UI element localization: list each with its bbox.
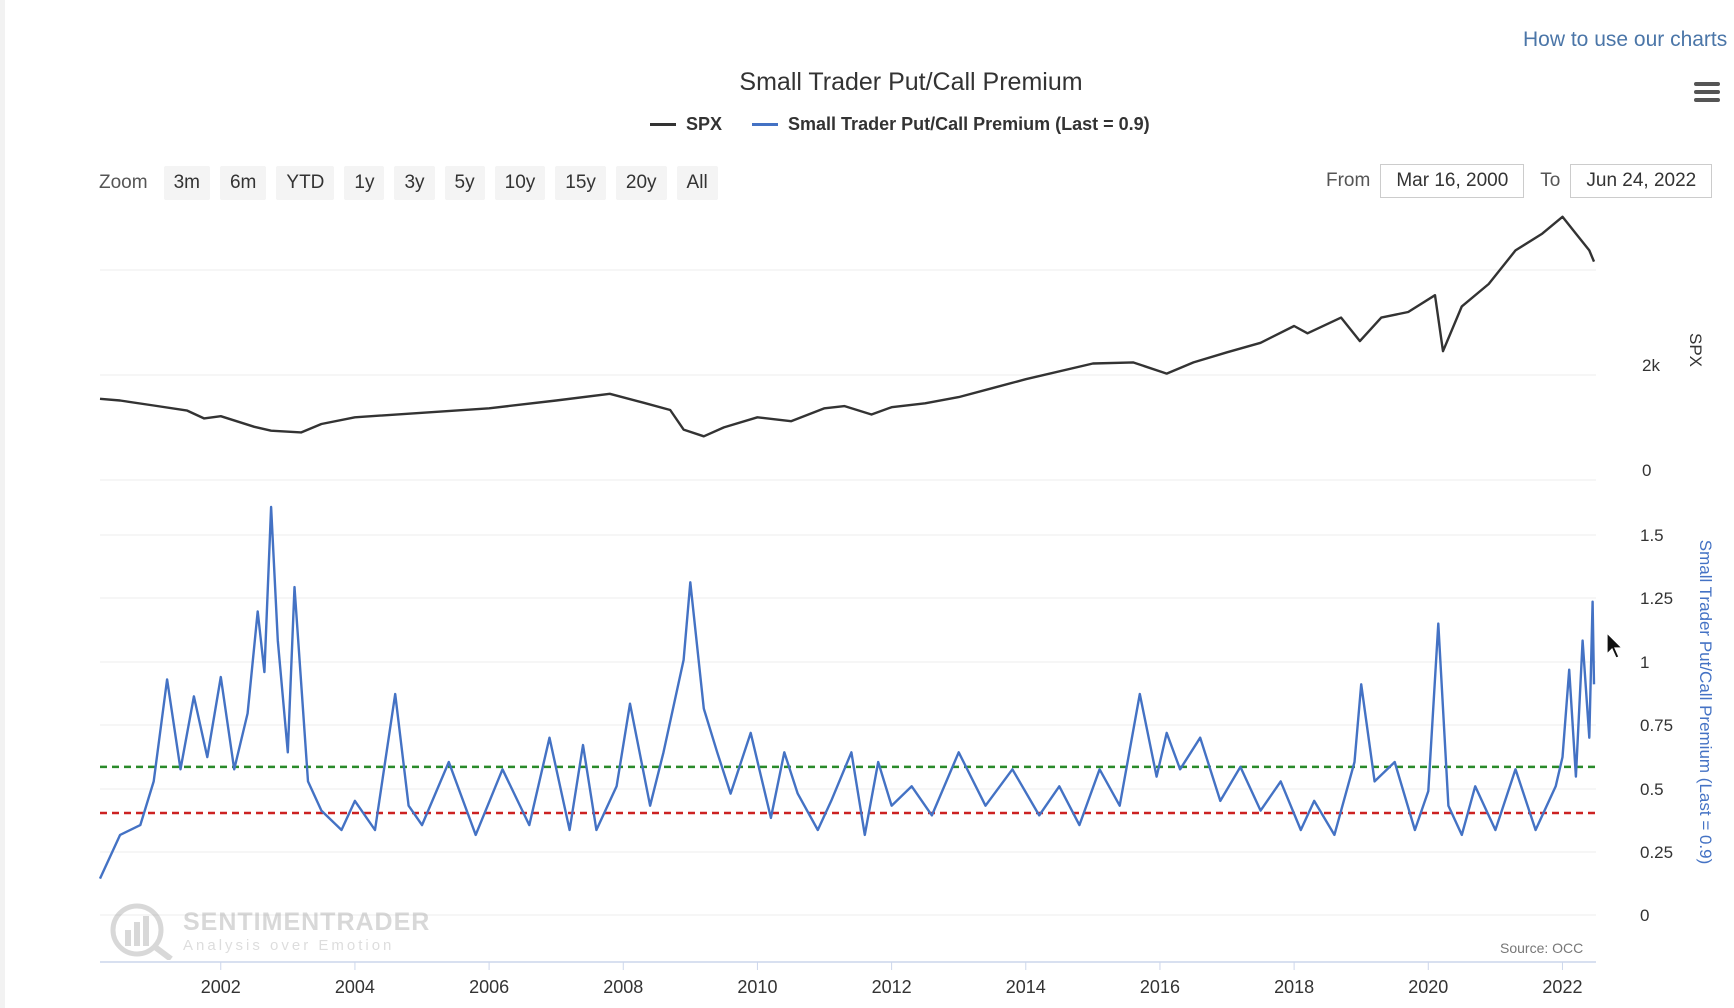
x-tick-label: 2020 (1408, 977, 1448, 997)
y-tick-label: 0 (1642, 461, 1651, 480)
x-tick-label: 2004 (335, 977, 375, 997)
x-tick-label: 2008 (603, 977, 643, 997)
zoom-15y-button[interactable]: 15y (555, 166, 606, 200)
y-axis-title: Small Trader Put/Call Premium (Last = 0.… (1696, 540, 1715, 865)
x-tick-label: 2022 (1542, 977, 1582, 997)
zoom-1y-button[interactable]: 1y (344, 166, 385, 200)
zoom-20y-button[interactable]: 20y (615, 166, 667, 200)
zoom-10y-button[interactable]: 10y (494, 166, 546, 200)
x-tick-label: 2016 (1140, 977, 1180, 997)
y-tick-label: 0.75 (1640, 716, 1673, 735)
zoom-3m-button[interactable]: 3m (163, 166, 210, 200)
y-tick-label: 0.5 (1640, 780, 1664, 799)
series-line (98, 505, 1596, 880)
series-line (99, 215, 1596, 438)
menu-icon[interactable] (1694, 82, 1720, 104)
x-tick-label: 2002 (201, 977, 241, 997)
date-range: From Mar 16, 2000 To Jun 24, 2022 (1326, 164, 1713, 198)
chart-legend: SPX Small Trader Put/Call Premium (Last … (650, 114, 1150, 135)
legend-line-icon (650, 123, 676, 126)
zoom-5y-button[interactable]: 5y (444, 166, 485, 200)
zoom-ytd-button[interactable]: YTD (276, 166, 335, 200)
to-date-input[interactable]: Jun 24, 2022 (1570, 164, 1713, 198)
chart-title: Small Trader Put/Call Premium (739, 68, 1083, 96)
zoom-6m-button[interactable]: 6m (219, 166, 267, 200)
to-label: To (1540, 170, 1561, 191)
y-tick-label: 0.25 (1640, 843, 1673, 862)
x-tick-label: 2018 (1274, 977, 1314, 997)
zoom-all-button[interactable]: All (676, 166, 718, 200)
help-link[interactable]: How to use our charts (1523, 28, 1728, 51)
x-tick-label: 2010 (737, 977, 777, 997)
x-tick-label: 2006 (469, 977, 509, 997)
zoom-selector: Zoom 3m 6m YTD 1y 3y 5y 10y 15y 20y All (99, 166, 718, 200)
left-edge (0, 0, 5, 1008)
watermark-tagline: Analysis over Emotion (183, 937, 395, 954)
zoom-3y-button[interactable]: 3y (394, 166, 435, 200)
watermark-name: SENTIMENTRADER (183, 908, 431, 936)
zoom-label: Zoom (99, 172, 148, 193)
x-tick-label: 2014 (1006, 977, 1046, 997)
legend-item-spx[interactable]: SPX (650, 114, 722, 135)
from-label: From (1326, 170, 1371, 191)
source-note: Source: OCC (1500, 940, 1584, 956)
y-tick-label: 1.5 (1640, 526, 1664, 545)
legend-label-spx: SPX (686, 114, 723, 134)
from-date-input[interactable]: Mar 16, 2000 (1380, 164, 1525, 198)
legend-label-putcall: Small Trader Put/Call Premium (Last = 0.… (788, 114, 1150, 134)
x-tick-label: 2012 (872, 977, 912, 997)
watermark: SENTIMENTRADER Analysis over Emotion (105, 902, 430, 960)
y-axis-title: SPX (1686, 333, 1705, 367)
y-tick-label: 0 (1640, 906, 1649, 925)
legend-line-icon (752, 123, 779, 126)
y-tick-label: 1.25 (1640, 589, 1673, 608)
legend-item-putcall[interactable]: Small Trader Put/Call Premium (Last = 0.… (752, 114, 1150, 135)
y-tick-label: 2k (1642, 356, 1660, 375)
sentimentrader-logo-icon (110, 903, 173, 960)
mouse-cursor-icon (1606, 632, 1624, 659)
y-tick-label: 1 (1640, 653, 1649, 672)
